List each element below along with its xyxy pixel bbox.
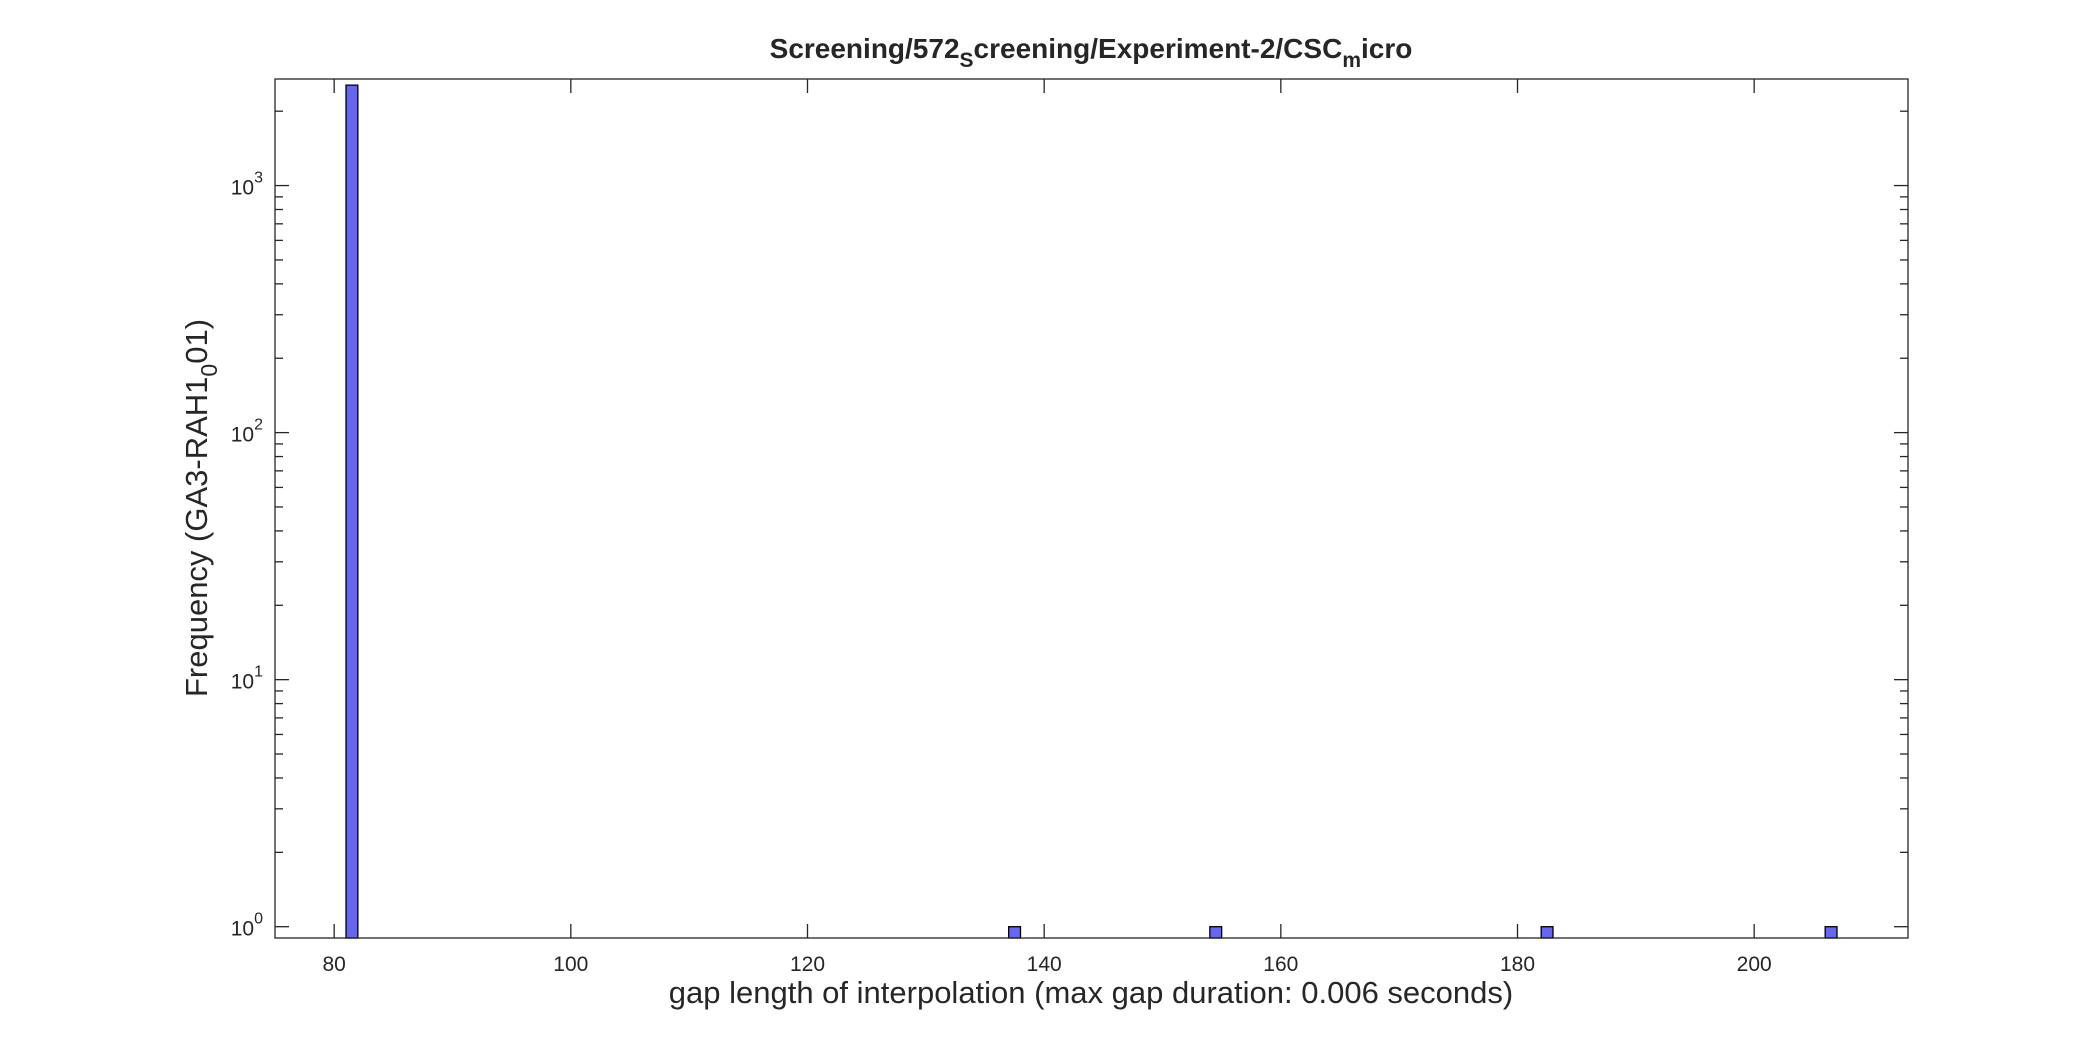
y-tick-label: 100 (231, 911, 263, 941)
x-axis-ticks: 80 100 120 140 160 180 200 (322, 79, 1772, 976)
chart-title: Screening/572Screening/Experiment-2/CSCm… (770, 33, 1413, 72)
y-tick-exponent: 1 (254, 664, 263, 681)
y-tick-base: 10 (231, 918, 254, 941)
histogram-bar (1209, 926, 1223, 939)
y-tick-base: 10 (231, 424, 254, 447)
x-tick-label: 120 (790, 953, 825, 976)
subscript-part: m (1342, 49, 1361, 72)
subscript-part: 0 (196, 364, 222, 377)
subscript-part: S (960, 49, 974, 72)
text-part: 01) (179, 319, 214, 364)
y-tick-label: 102 (231, 417, 263, 447)
histogram-bar (1540, 926, 1554, 939)
x-tick-label: 160 (1263, 953, 1298, 976)
y-tick-base: 10 (231, 671, 254, 694)
x-tick-label: 200 (1737, 953, 1772, 976)
y-axis-label: Frequency (GA3-RAH1001) (179, 319, 222, 697)
histogram-bar (1008, 926, 1022, 939)
plot-area (275, 79, 1908, 938)
x-tick-label: 140 (1027, 953, 1062, 976)
x-axis-label: gap length of interpolation (max gap dur… (669, 975, 1513, 1010)
axes-frame (274, 78, 1909, 939)
y-tick-base: 10 (231, 177, 254, 200)
text-part: icro (1361, 33, 1412, 64)
text-part: Frequency (GA3-RAH1 (179, 377, 214, 697)
x-tick-label: 100 (553, 953, 588, 976)
y-tick-label: 103 (231, 170, 263, 200)
y-tick-exponent: 2 (254, 417, 263, 434)
x-tick-label: 80 (322, 953, 345, 976)
text-part: creening/Experiment-2/CSC (974, 33, 1343, 64)
histogram-bar (345, 84, 359, 939)
y-tick-label: 101 (231, 664, 263, 694)
text-part: Screening/572 (770, 33, 960, 64)
y-tick-exponent: 3 (254, 170, 263, 187)
y-tick-exponent: 0 (254, 911, 263, 928)
x-tick-label: 180 (1500, 953, 1535, 976)
histogram-bar (1824, 926, 1838, 939)
